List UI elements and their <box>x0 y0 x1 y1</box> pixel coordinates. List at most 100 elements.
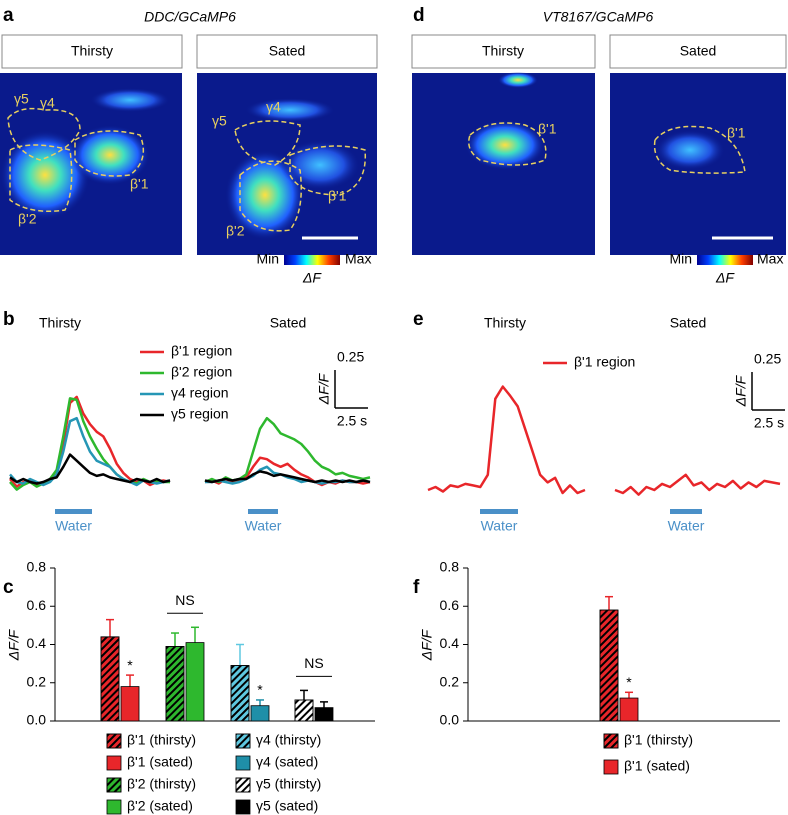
colorbar-min: Min <box>256 251 279 267</box>
trace-line <box>204 470 371 484</box>
region-label: γ4 <box>40 95 55 111</box>
bar-hatch <box>100 636 120 722</box>
colorbar-max: Max <box>757 251 783 267</box>
legend-swatch <box>106 755 122 771</box>
y-axis-label: ΔF/F <box>6 628 22 661</box>
y-tick-label: 0.0 <box>27 712 47 728</box>
comparison-label: NS <box>304 655 323 671</box>
significance-star: * <box>626 674 632 690</box>
legend-swatch-hatch <box>106 733 122 749</box>
condition-label: Sated <box>670 315 707 331</box>
stimulus-label: Water <box>481 518 518 534</box>
trace-line <box>9 416 171 487</box>
y-tick-label: 0.0 <box>440 712 460 728</box>
condition-box <box>196 34 378 69</box>
condition-box <box>411 34 596 69</box>
bar <box>185 642 205 722</box>
legend-label: γ5 region <box>171 406 229 422</box>
y-tick-label: 0.4 <box>27 635 47 651</box>
bar <box>250 705 270 722</box>
condition-label: Thirsty <box>71 43 113 59</box>
legend-label: β'1 (sated) <box>127 754 193 770</box>
region-label: β'2 <box>226 223 245 239</box>
bar <box>619 697 639 722</box>
y-tick-label: 0.2 <box>440 673 460 689</box>
region-label: γ5 <box>212 113 227 129</box>
panel-title: DDC/GCaMP6 <box>144 9 236 25</box>
trace-line <box>427 385 586 495</box>
y-tick-label: 0.4 <box>440 635 460 651</box>
region-label: β'1 <box>130 176 149 192</box>
bar-hatch <box>165 646 185 722</box>
legend-label: γ5 (sated) <box>256 798 318 814</box>
colorbar <box>697 255 753 265</box>
panel-letter: b <box>3 309 15 330</box>
scale-bar-value: 0.25 <box>754 351 781 367</box>
condition-label: Thirsty <box>484 315 526 331</box>
stimulus-label: Water <box>245 518 282 534</box>
stimulus-bar <box>480 509 518 514</box>
region-label: γ4 <box>266 99 281 115</box>
stimulus-label: Water <box>55 518 92 534</box>
legend-swatch-hatch <box>235 733 251 749</box>
scale-bar-y-label: ΔF/F <box>316 372 332 405</box>
trace-line <box>9 453 171 485</box>
heatmap-image <box>412 72 786 255</box>
condition-label: Sated <box>270 315 307 331</box>
region-label: β'1 <box>538 121 557 137</box>
y-tick-label: 0.8 <box>440 559 460 575</box>
colorbar-label: ΔF <box>715 270 735 286</box>
y-tick-label: 0.8 <box>27 559 47 575</box>
panel-letter: e <box>413 309 424 330</box>
scale-bar-y-label: ΔF/F <box>733 374 749 407</box>
bar-hatch <box>230 665 250 722</box>
significance-star: * <box>257 682 263 698</box>
panel-title: VT8167/GCaMP6 <box>543 9 654 25</box>
colorbar <box>284 255 340 265</box>
region-label: β'1 <box>727 125 746 141</box>
scale-bar-value: 0.25 <box>337 349 364 365</box>
trace-line <box>205 465 371 485</box>
legend-label: γ4 (sated) <box>256 754 318 770</box>
trace-line <box>9 397 170 491</box>
legend-swatch-hatch <box>235 777 251 793</box>
heatmap-image <box>0 73 377 255</box>
stimulus-bar <box>248 509 278 514</box>
legend-swatch <box>106 799 122 815</box>
bar <box>314 707 334 722</box>
panel-letter: a <box>3 5 14 26</box>
panel-letter: f <box>413 577 420 598</box>
panel-letter: d <box>413 5 425 26</box>
condition-box <box>1 34 183 69</box>
legend-label: β'2 region <box>171 364 232 380</box>
region-label: β'1 <box>328 188 347 204</box>
legend-label: γ4 region <box>171 385 229 401</box>
y-tick-label: 0.2 <box>27 673 47 689</box>
region-label: γ5 <box>14 91 29 107</box>
condition-label: Sated <box>269 43 306 59</box>
scale-bar-x-label: 2.5 s <box>754 415 784 431</box>
condition-label: Sated <box>680 43 717 59</box>
panel-letter: c <box>3 577 14 598</box>
colorbar-max: Max <box>345 251 371 267</box>
legend-label: γ4 (thirsty) <box>256 732 321 748</box>
bar <box>120 686 140 722</box>
legend-swatch <box>603 759 619 775</box>
stimulus-bar <box>55 509 92 514</box>
bar-hatch <box>294 699 314 722</box>
legend-label: β'2 (sated) <box>127 798 193 814</box>
legend-label: β'1 (sated) <box>624 758 690 774</box>
colorbar-label: ΔF <box>302 270 322 286</box>
legend-swatch <box>235 755 251 771</box>
region-label: β'2 <box>18 211 37 227</box>
comparison-label: NS <box>175 592 194 608</box>
legend-label: β'2 (thirsty) <box>127 776 196 792</box>
condition-label: Thirsty <box>482 43 524 59</box>
y-tick-label: 0.6 <box>27 597 47 613</box>
condition-box <box>609 34 787 69</box>
legend-label: γ5 (thirsty) <box>256 776 321 792</box>
y-tick-label: 0.6 <box>440 597 460 613</box>
legend-swatch <box>235 799 251 815</box>
legend-label: β'1 region <box>574 354 635 370</box>
